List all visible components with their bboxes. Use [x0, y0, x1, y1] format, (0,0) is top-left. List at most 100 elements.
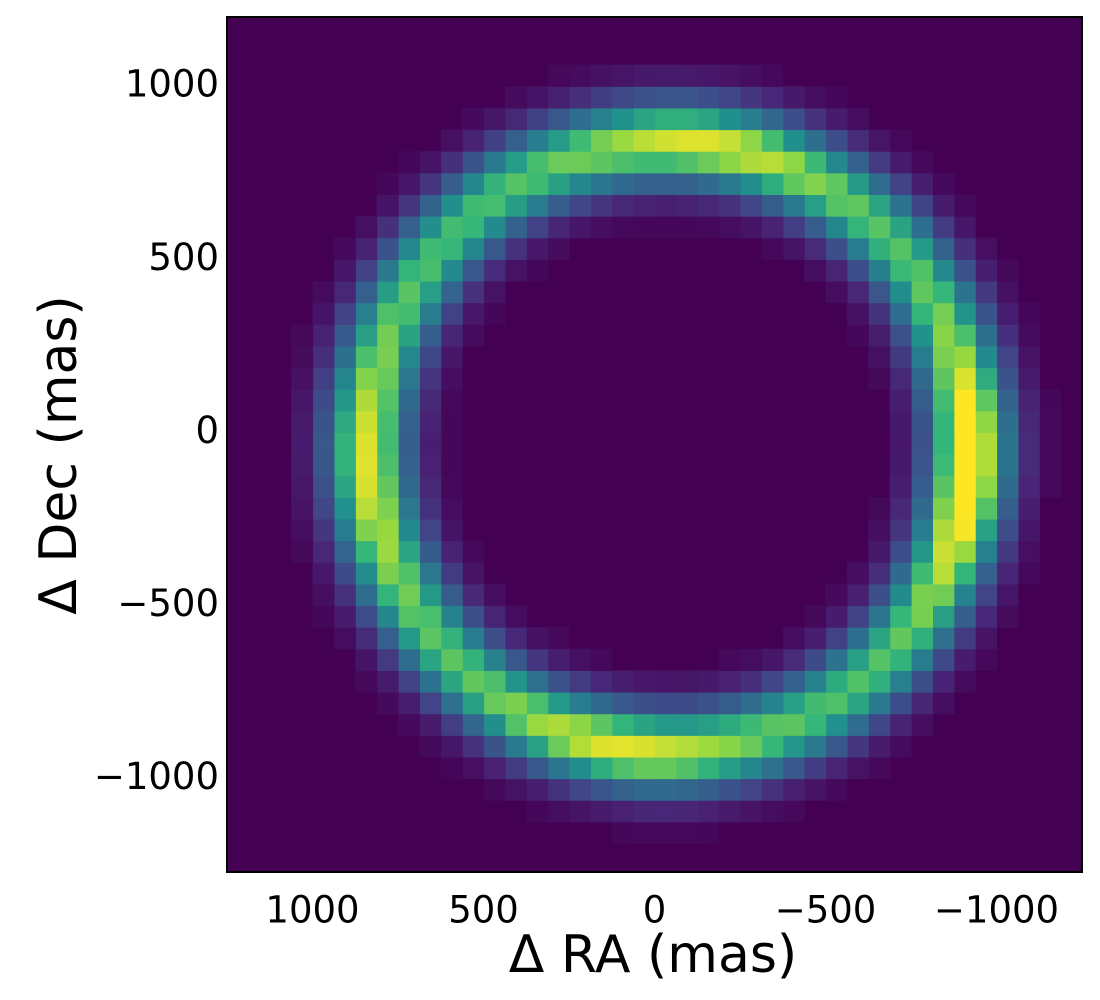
y-tick-label: 1000	[125, 63, 219, 106]
heatmap-cell	[675, 735, 698, 758]
heatmap-cell	[846, 605, 869, 628]
heatmap-cell	[953, 540, 976, 563]
heatmap-cell	[376, 648, 399, 671]
heatmap-cell	[462, 194, 485, 217]
heatmap-cell	[825, 194, 848, 217]
heatmap-cell	[462, 216, 485, 239]
heatmap-cell	[889, 713, 912, 736]
heatmap-cell	[355, 280, 378, 304]
heatmap-cell	[483, 194, 506, 217]
heatmap-cell	[996, 324, 1019, 347]
heatmap-cell	[804, 648, 827, 671]
heatmap-cell	[889, 302, 912, 325]
heatmap-cell	[697, 713, 720, 736]
heatmap-cell	[462, 735, 485, 758]
y-axis-label: Δ Dec (mas)	[29, 295, 89, 614]
heatmap-cell	[312, 367, 335, 390]
heatmap-cell	[996, 280, 1019, 304]
heatmap-cell	[825, 280, 848, 304]
heatmap-cell	[675, 172, 698, 195]
heatmap-cell	[911, 583, 933, 607]
heatmap-cell	[804, 735, 827, 758]
heatmap-cell	[889, 324, 912, 347]
heatmap-cell	[355, 518, 378, 542]
heatmap-cell	[291, 345, 314, 369]
heatmap-cell	[398, 172, 420, 195]
heatmap-cell	[740, 670, 762, 693]
heatmap-cell	[547, 670, 570, 693]
heatmap-cell	[782, 756, 805, 780]
heatmap-cell	[889, 432, 912, 455]
heatmap-cell	[1017, 389, 1040, 412]
heatmap-cell	[718, 129, 741, 152]
heatmap-cell	[761, 194, 784, 217]
heatmap-cell	[590, 756, 613, 780]
heatmap-cell	[654, 129, 677, 152]
heatmap-cell	[333, 389, 356, 412]
heatmap-cell	[782, 237, 805, 260]
heatmap-cell	[333, 475, 356, 498]
heatmap-cell	[355, 497, 378, 520]
heatmap-cell	[312, 518, 335, 542]
heatmap-cell	[398, 367, 420, 390]
heatmap-cell	[889, 562, 912, 585]
heatmap-cell	[312, 583, 335, 607]
heatmap-cell	[953, 562, 976, 585]
heatmap-cell	[569, 129, 591, 152]
heatmap-cell	[846, 648, 869, 671]
heatmap-cell	[398, 151, 420, 174]
heatmap-cell	[868, 237, 891, 260]
heatmap-cell	[569, 172, 591, 195]
heatmap-cell	[740, 194, 762, 217]
heatmap-cell	[633, 216, 656, 239]
heatmap-cell	[611, 692, 634, 715]
heatmap-cell	[355, 648, 378, 671]
heatmap-cell	[1039, 454, 1062, 477]
heatmap-cell	[911, 302, 933, 325]
heatmap-cell	[804, 627, 827, 650]
heatmap-cell	[355, 302, 378, 325]
heatmap-cell	[996, 259, 1019, 282]
heatmap-cell	[483, 713, 506, 736]
heatmap-cell	[911, 432, 933, 455]
heatmap-cell	[462, 648, 485, 671]
heatmap-cell	[504, 778, 527, 801]
heatmap-cell	[312, 497, 335, 520]
heatmap-cell	[312, 280, 335, 304]
heatmap-cell	[932, 324, 955, 347]
heatmap-cell	[953, 302, 976, 325]
heatmap-cell	[611, 194, 634, 217]
heatmap-cell	[611, 172, 634, 195]
heatmap-cell	[911, 259, 933, 282]
heatmap-cell	[996, 475, 1019, 498]
heatmap-cell	[718, 172, 741, 195]
heatmap-cell	[868, 735, 891, 758]
heatmap-cell	[675, 151, 698, 174]
heatmap-cell	[633, 64, 656, 87]
heatmap-cell	[547, 692, 570, 715]
heatmap-cell	[889, 410, 912, 433]
heatmap-cell	[1017, 432, 1040, 455]
heatmap-cell	[398, 389, 420, 412]
heatmap-cell	[697, 216, 720, 239]
heatmap-cell	[419, 280, 442, 304]
x-tick-label: 500	[448, 889, 519, 932]
heatmap-cell	[419, 583, 442, 607]
heatmap-cell	[504, 259, 527, 282]
heatmap-cell	[483, 172, 506, 195]
heatmap-cell	[846, 562, 869, 585]
heatmap-cell	[932, 432, 955, 455]
heatmap-cell	[504, 151, 527, 174]
heatmap-cell	[504, 627, 527, 650]
heatmap-cell	[312, 302, 335, 325]
heatmap-cell	[590, 64, 613, 87]
heatmap-cell	[996, 540, 1019, 563]
heatmap-cell	[312, 475, 335, 498]
heatmap-cell	[633, 172, 656, 195]
heatmap-cell	[1017, 345, 1040, 369]
heatmap-cell	[611, 778, 634, 801]
heatmap-cell	[825, 107, 848, 131]
heatmap-cell	[825, 778, 848, 801]
heatmap-cell	[547, 627, 570, 650]
heatmap-cell	[825, 692, 848, 715]
